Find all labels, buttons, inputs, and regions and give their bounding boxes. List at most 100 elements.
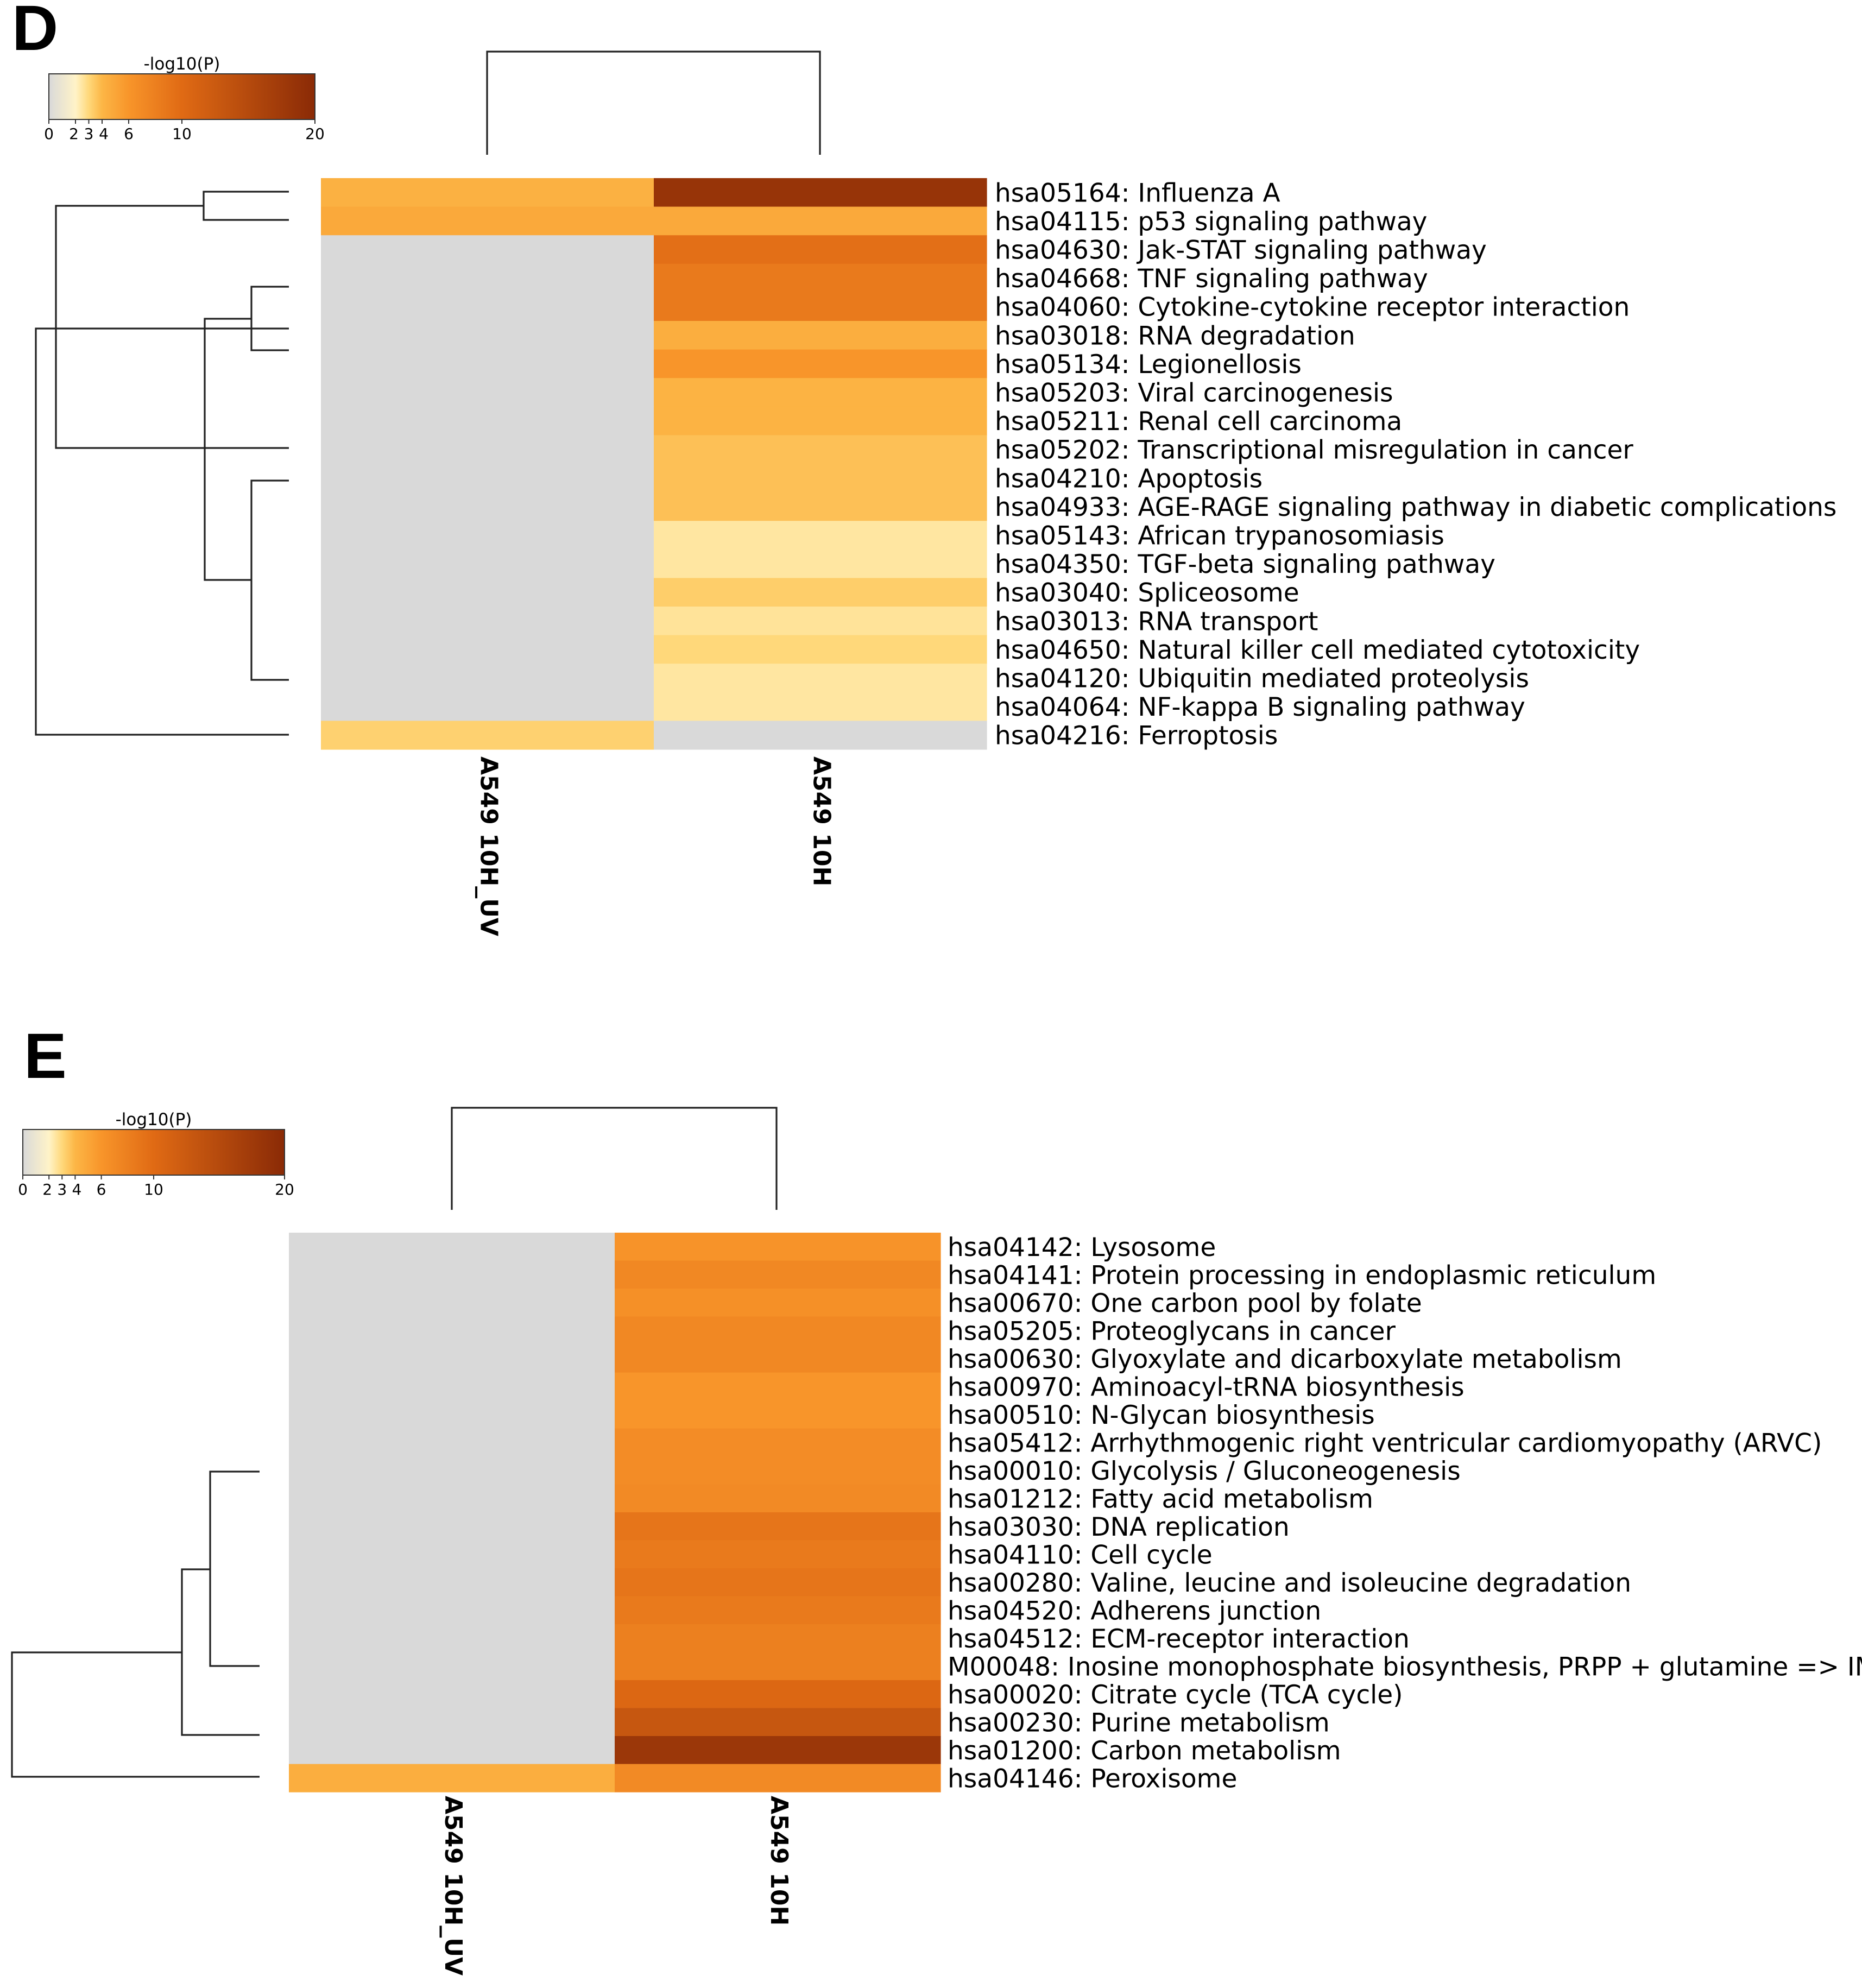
heatmap-cell bbox=[321, 607, 654, 636]
heatmap-cell bbox=[615, 1596, 941, 1625]
heatmap-cell bbox=[289, 1484, 615, 1513]
heatmap-cell bbox=[289, 1512, 615, 1541]
heatmap-cell bbox=[654, 464, 987, 493]
row-label: hsa00630: Glyoxylate and dicarboxylate m… bbox=[948, 1345, 1622, 1374]
row-label: hsa04216: Ferroptosis bbox=[995, 721, 1278, 751]
heatmap-cell bbox=[615, 1736, 941, 1765]
heatmap-cell bbox=[615, 1260, 941, 1289]
row-label: hsa04064: NF-kappa B signaling pathway bbox=[995, 692, 1525, 722]
colorbar-title: -log10(P) bbox=[144, 54, 220, 74]
colorbar-tick-label: 3 bbox=[57, 1181, 67, 1198]
heatmap-cell bbox=[654, 406, 987, 436]
heatmap-cell bbox=[321, 406, 654, 436]
heatmap-cell bbox=[654, 292, 987, 321]
colorbar-tick-label: 4 bbox=[99, 125, 109, 143]
heatmap-cell bbox=[321, 349, 654, 378]
heatmap-cell bbox=[615, 1680, 941, 1709]
row-label: hsa04060: Cytokine-cytokine receptor int… bbox=[995, 293, 1630, 323]
heatmap-cell bbox=[289, 1345, 615, 1373]
colorbar-tick-label: 6 bbox=[97, 1181, 106, 1198]
heatmap-cell bbox=[615, 1456, 941, 1485]
colorbar-tick-label: 2 bbox=[69, 125, 79, 143]
row-label: hsa04668: TNF signaling pathway bbox=[995, 264, 1428, 294]
colorbar-tick-label: 20 bbox=[305, 125, 325, 143]
colorbar-e: -log10(P) 0 2 3 4 6 10 20 bbox=[18, 1110, 294, 1198]
heatmap-cell bbox=[615, 1624, 941, 1653]
column-label: A549 10H bbox=[808, 756, 836, 886]
heatmap-cell bbox=[615, 1708, 941, 1737]
row-label: hsa03018: RNA degradation bbox=[995, 321, 1355, 351]
colorbar-tick-label: 2 bbox=[42, 1181, 52, 1198]
heatmap-cell bbox=[289, 1540, 615, 1569]
row-dendrogram-e bbox=[11, 1471, 260, 1778]
row-label: hsa00020: Citrate cycle (TCA cycle) bbox=[948, 1680, 1403, 1710]
row-label: hsa00510: N-Glycan biosynthesis bbox=[948, 1400, 1375, 1430]
heatmap-cell bbox=[654, 721, 987, 750]
panel-d: D -log10(P) 0 2 3 4 6 10 20 hsa05164: Influenza… bbox=[12, 0, 1836, 936]
row-label: hsa04142: Lysosome bbox=[948, 1233, 1216, 1263]
colorbar-tick-label: 10 bbox=[144, 1181, 163, 1198]
heatmap-cell bbox=[289, 1624, 615, 1653]
colorbar-title: -log10(P) bbox=[116, 1110, 192, 1129]
row-label: hsa05134: Legionellosis bbox=[995, 350, 1302, 380]
row-label: hsa04350: TGF-beta signaling pathway bbox=[995, 550, 1495, 579]
colorbar-tick-label: 10 bbox=[172, 125, 192, 143]
heatmap-cell bbox=[654, 692, 987, 721]
heatmap-cell bbox=[321, 321, 654, 350]
heatmap-cell bbox=[615, 1400, 941, 1429]
heatmap-cell bbox=[321, 492, 654, 521]
row-label: hsa04146: Peroxisome bbox=[948, 1764, 1237, 1794]
row-label: hsa03030: DNA replication bbox=[948, 1512, 1290, 1542]
colorbar-d: -log10(P) 0 2 3 4 6 10 20 bbox=[44, 54, 325, 143]
row-dendrogram-d bbox=[35, 191, 289, 736]
heatmap-cell bbox=[654, 206, 987, 236]
heatmap-cell bbox=[654, 578, 987, 607]
column-dendrogram-d bbox=[486, 51, 821, 155]
heatmap-cell bbox=[615, 1233, 941, 1261]
heatmap-cell bbox=[615, 1568, 941, 1597]
heatmap-cell bbox=[615, 1512, 941, 1541]
heatmap-cell bbox=[321, 206, 654, 236]
heatmap-cell bbox=[289, 1680, 615, 1709]
row-label: hsa04933: AGE-RAGE signaling pathway in … bbox=[995, 493, 1836, 522]
row-label: hsa04141: Protein processing in endoplas… bbox=[948, 1260, 1656, 1290]
heatmap-cell bbox=[289, 1316, 615, 1345]
row-label: hsa05205: Proteoglycans in cancer bbox=[948, 1316, 1396, 1346]
heatmap-cell bbox=[615, 1428, 941, 1457]
heatmap-cell bbox=[289, 1428, 615, 1457]
heatmap-cell bbox=[615, 1484, 941, 1513]
heatmap-cell bbox=[654, 263, 987, 293]
row-label: hsa05203: Viral carcinogenesis bbox=[995, 378, 1393, 408]
heatmap-cell bbox=[321, 435, 654, 464]
row-label: hsa03013: RNA transport bbox=[995, 607, 1318, 636]
heatmap-cell bbox=[321, 292, 654, 321]
heatmap-cell bbox=[654, 435, 987, 464]
panel-letter-d: D bbox=[12, 0, 58, 64]
heatmap-cell bbox=[321, 692, 654, 721]
heatmap-cell bbox=[321, 263, 654, 293]
heatmap-cell bbox=[321, 378, 654, 407]
heatmap-cell bbox=[321, 178, 654, 207]
heatmap-cell bbox=[289, 1233, 615, 1261]
column-dendrogram-e bbox=[451, 1107, 778, 1210]
row-label: hsa05143: African trypanosomiasis bbox=[995, 521, 1444, 551]
row-label: hsa00970: Aminoacyl-tRNA biosynthesis bbox=[948, 1372, 1465, 1402]
colorbar-tick-label: 6 bbox=[124, 125, 134, 143]
column-label: A549 10H_UV bbox=[475, 756, 503, 936]
heatmap-cell bbox=[615, 1372, 941, 1401]
colorbar-tick-label: 3 bbox=[84, 125, 94, 143]
heatmap-cell bbox=[654, 521, 987, 550]
row-label: hsa04520: Adherens junction bbox=[948, 1596, 1321, 1626]
colorbar-tick-label: 0 bbox=[18, 1181, 28, 1198]
heatmap-cell bbox=[615, 1540, 941, 1569]
heatmap-cell bbox=[654, 235, 987, 264]
heatmap-cell bbox=[321, 521, 654, 550]
heatmap-cell bbox=[654, 549, 987, 578]
heatmap-cell bbox=[289, 1372, 615, 1401]
row-label: hsa04115: p53 signaling pathway bbox=[995, 207, 1428, 237]
heatmap-cell bbox=[654, 378, 987, 407]
heatmap-cell bbox=[615, 1764, 941, 1793]
panel-letter-e: E bbox=[24, 1020, 67, 1092]
colorbar-gradient bbox=[48, 73, 315, 120]
